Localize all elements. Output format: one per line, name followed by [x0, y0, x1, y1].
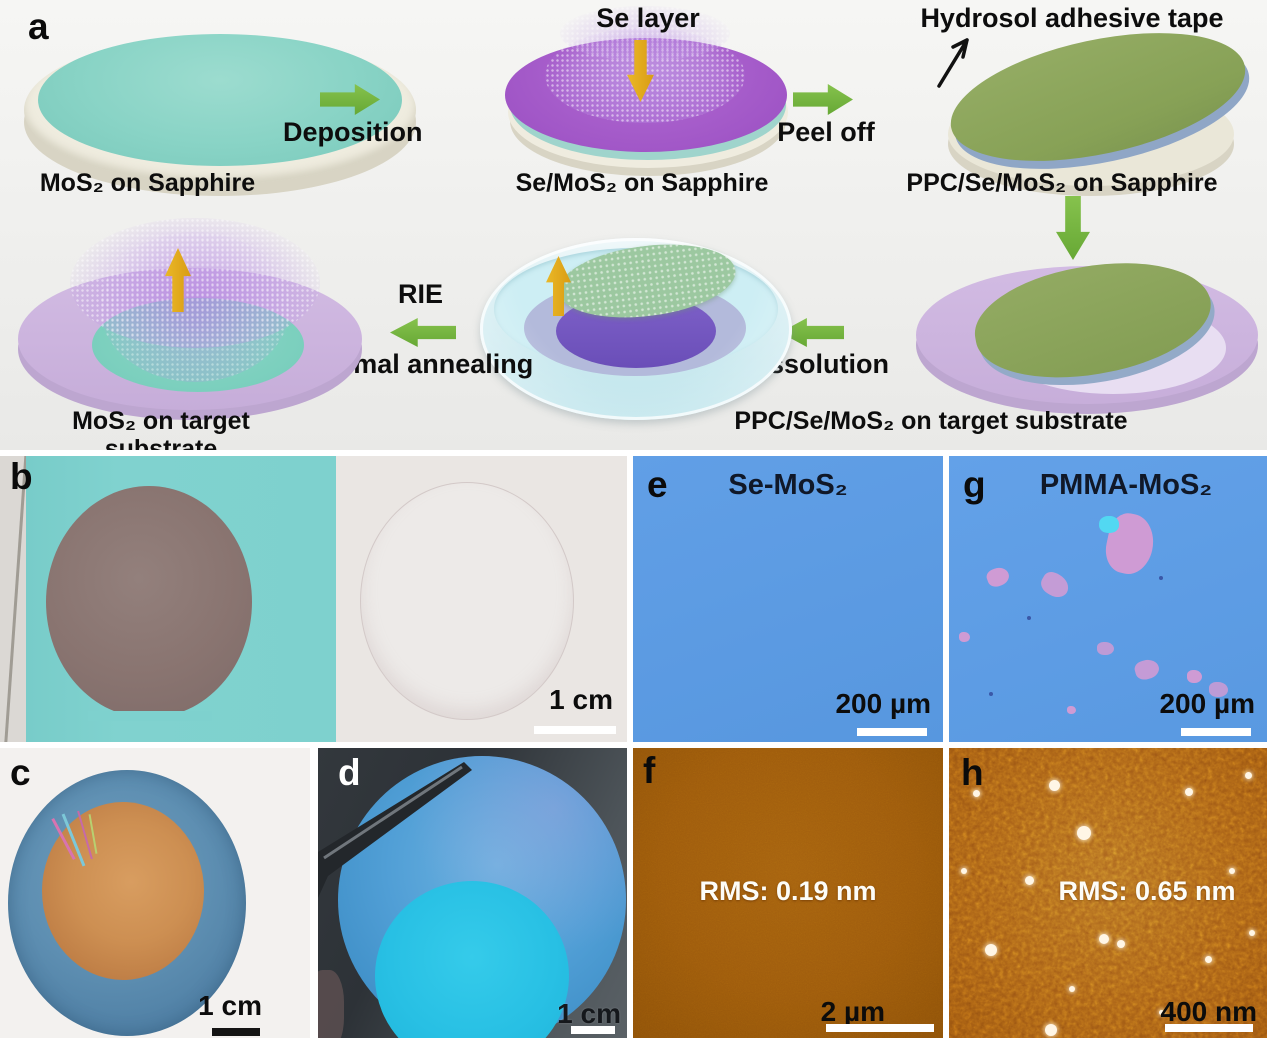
peel-off-arrow-icon [793, 84, 853, 115]
deposition-label: Deposition [283, 117, 423, 147]
panel-g-label: g [963, 464, 986, 505]
panel-f-rms-text: RMS: 0.19 nm [699, 876, 877, 906]
panel-c-photo: c 1 cm [0, 748, 310, 1038]
panel-a-schematic: a MoS₂ on Sapphire Deposition Se layer S… [0, 0, 1267, 450]
residue-cyan-spot [1099, 516, 1119, 533]
residue-dark-dot [1027, 616, 1031, 620]
residue-patch [1132, 657, 1162, 682]
transfer-down-arrow-icon [1056, 196, 1090, 260]
panel-c-scale-text: 1 cm [198, 990, 262, 1021]
panel-h-scale-bar [1165, 1024, 1253, 1032]
peel-off-label: Peel off [777, 117, 875, 147]
hydrosol-annotation-arrow-icon [937, 38, 969, 88]
panel-c-scale-bar [212, 1028, 260, 1036]
panel-d-scale-bar [571, 1026, 615, 1034]
glowing-film-region [375, 881, 569, 1038]
panel-b-label: b [10, 456, 33, 497]
residue-dark-dot [989, 692, 993, 696]
finger [318, 970, 344, 1038]
wafer-flat-mask [88, 711, 212, 721]
hydrosol-tape-label: Hydrosol adhesive tape [920, 3, 1224, 33]
mos2-wafer-on-tape [46, 486, 252, 718]
panel-f-scale-bar [826, 1024, 934, 1032]
residue-patch [1187, 670, 1202, 683]
residue-dark-dot [1159, 576, 1163, 580]
transferred-mos2-film-photo [42, 802, 204, 980]
residue-patch [984, 564, 1012, 590]
panel-e-scale-bar [857, 728, 927, 736]
panel-d-photo: d 1 cm [318, 748, 627, 1038]
rie-arrow-icon [390, 318, 456, 347]
annealing-plume [70, 218, 320, 348]
panel-h-scale-text: 400 nm [1160, 996, 1258, 1027]
panel-g-title: PMMA-MoS₂ [1039, 469, 1213, 501]
panel-h-afm: h RMS: 0.65 nm 400 nm [949, 748, 1267, 1038]
tweezers-icon [318, 762, 472, 898]
panel-f-label: f [643, 750, 656, 791]
panel-d-scale-text: 1 cm [557, 998, 621, 1029]
panel-a-label: a [28, 6, 49, 47]
panel-e-scale-text: 200 µm [835, 688, 931, 719]
caption-mos2-on-target: MoS₂ on target substrate [72, 407, 250, 450]
panel-b-scale-bar [534, 726, 616, 734]
caption-se-mos2-on-sapphire: Se/MoS₂ on Sapphire [515, 169, 769, 197]
rie-label: RIE [397, 279, 443, 309]
panel-c-label: c [10, 752, 31, 793]
bare-sapphire-wafer [360, 482, 574, 720]
caption-ppc-on-target: PPC/Se/MoS₂ on target substrate [734, 407, 1128, 435]
panel-f-scale-text: 2 µm [820, 996, 885, 1027]
panel-b-photo: b 1 cm [0, 456, 627, 742]
residue-patch [1209, 682, 1228, 697]
afm-grain-texture [633, 748, 943, 1038]
annealing-plume-lower [100, 232, 290, 382]
afm-grain-texture [949, 748, 1267, 1038]
panel-d-label: d [338, 752, 361, 793]
residue-patch [959, 632, 970, 642]
panel-h-label: h [961, 752, 984, 793]
panel-f-afm: f RMS: 0.19 nm 2 µm [633, 748, 943, 1038]
panel-b-scale-text: 1 cm [549, 684, 613, 715]
panel-e-title: Se-MoS₂ [728, 469, 848, 501]
panel-h-rms-text: RMS: 0.65 nm [1058, 876, 1236, 906]
panel-e-optical: e Se-MoS₂ 200 µm [633, 456, 943, 742]
residue-patch [1037, 568, 1073, 602]
panel-g-optical: g PMMA-MoS₂ 200 µm [949, 456, 1267, 742]
panel-e-label: e [647, 464, 668, 505]
panel-g-scale-bar [1181, 728, 1251, 736]
residue-patch [1097, 642, 1114, 655]
caption-ppc-on-sapphire: PPC/Se/MoS₂ on Sapphire [906, 169, 1218, 197]
residue-patch [1067, 706, 1076, 714]
panel-g-scale-text: 200 µm [1159, 688, 1255, 719]
se-layer-label: Se layer [596, 3, 700, 33]
caption-mos2-on-sapphire: MoS₂ on Sapphire [39, 169, 256, 197]
